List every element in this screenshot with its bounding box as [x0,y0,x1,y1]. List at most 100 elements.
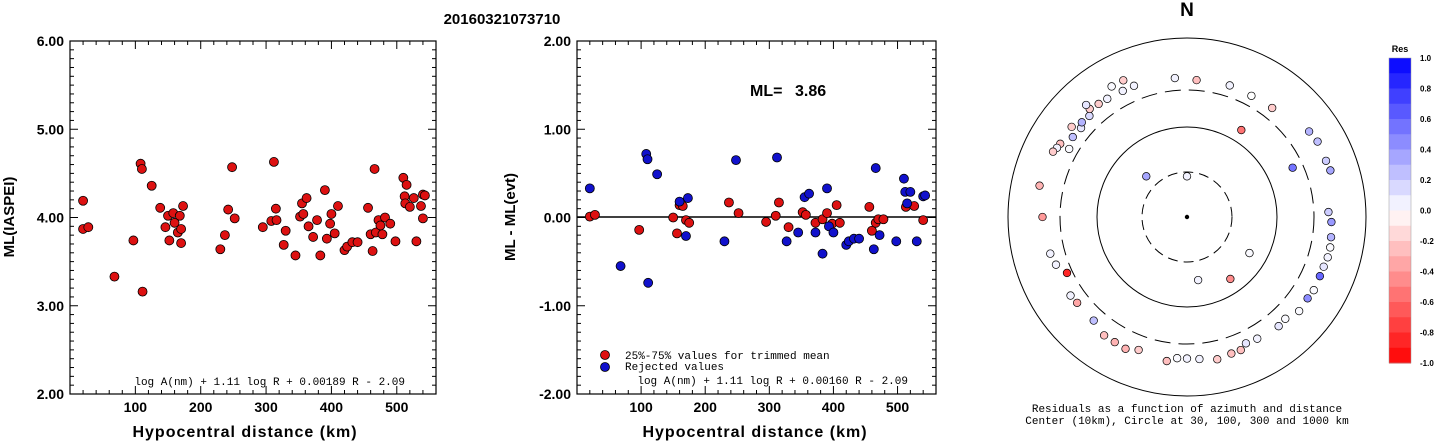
data-point [411,236,422,247]
panel2-formula: log A(nm) + 1.11 log R + 0.00160 R - 2.0… [637,376,908,388]
colorbar-block [1389,302,1411,318]
data-point [390,236,401,247]
legend-label-trimmed: 25%-75% values for trimmed mean [625,351,830,363]
data-point [303,221,314,232]
polar-point [1304,127,1314,136]
panel1-frame [69,40,437,395]
data-point [270,203,281,214]
polar-point [1237,125,1246,135]
colorbar-tick-label: 0.8 [1420,85,1432,94]
polar-point [1309,286,1318,295]
panel-azimuth-residuals: N Residuals as a function of azimuth and… [1007,0,1367,428]
data-point [878,214,889,225]
colorbar-tick-label: -0.6 [1420,298,1434,307]
panel1-points [78,157,430,297]
polar-point [1107,82,1116,91]
polar-point [1067,122,1076,132]
colorbar-tick-label: 0.6 [1420,115,1432,124]
data-point [854,233,864,244]
polar-point [1315,272,1325,281]
ring-300km [1059,89,1315,345]
data-point [828,227,839,238]
polar-point [1094,99,1103,109]
data-point [169,217,180,228]
polar-point [1118,86,1127,96]
polar-point [1319,262,1328,271]
colorbar-tick-label: 0.0 [1420,207,1432,216]
polar-point [1035,181,1044,190]
legend-marker-trimmed [600,350,610,360]
polar-point [1162,356,1171,366]
y-tick-label: 3.00 [37,298,64,314]
polar-point [1038,212,1047,222]
colorbar-block [1389,286,1411,303]
polar-point [1326,233,1336,242]
data-point [920,190,931,201]
colorbar-frame [1388,57,1412,364]
polar-point [1247,91,1256,101]
polar-point [1321,156,1331,165]
polar-point [1066,291,1075,300]
polar-point [1274,322,1283,331]
colorbar-block [1389,225,1411,242]
x-tick-label: 200 [694,399,718,415]
polar-point [1327,217,1336,227]
colorbar-block [1389,241,1411,257]
colorbar-tick-label: 1.0 [1420,54,1432,63]
data-point [78,195,88,206]
data-point [899,173,909,184]
colorbar-tick-label: -1.0 [1420,359,1434,368]
data-point [416,201,426,211]
colorbar-tick-label: -0.4 [1420,268,1434,277]
data-point [793,227,804,238]
polar-point [1281,314,1290,323]
x-tick-label: 100 [629,399,653,415]
data-point [352,237,363,248]
x-tick-label: 300 [254,399,278,415]
data-point [380,212,390,223]
data-point [401,179,412,190]
polar-point [1323,253,1332,262]
data-point [319,185,330,196]
data-point [418,213,428,224]
panel2-points [584,149,931,288]
x-tick-label: 500 [886,399,910,415]
data-point [781,236,792,247]
data-point [800,209,811,220]
polar-point [1089,316,1098,325]
colorbar-block [1389,149,1411,166]
polar-point [1192,75,1201,85]
panel1-y-tick-labels: 2.00 3.00 4.00 5.00 6.00 [37,33,64,402]
y-tick-label: 2.00 [544,33,571,49]
panel2-y-tick-labels: -2.00 -1.00 0.00 1.00 2.00 [539,33,571,402]
polar-point [1085,111,1094,121]
polar-point [1119,76,1128,85]
colorbar-block [1389,119,1411,135]
data-point [731,155,741,166]
data-point [810,227,821,238]
data-point [269,157,279,167]
data-point [874,230,885,241]
data-point [301,193,312,203]
data-point [321,233,332,244]
data-point [834,217,845,228]
figure-title: 20160321073710 [444,11,561,28]
data-point [868,244,879,255]
data-point [642,154,653,165]
x-tick-label: 300 [758,399,782,415]
polar-point [1313,137,1322,146]
panel1-x-tick-labels: 100 200 300 400 500 [124,399,409,415]
data-point [672,228,682,239]
data-point [719,236,730,247]
data-point [160,222,171,233]
polar-point [1182,172,1192,181]
colorbar-block [1389,164,1411,181]
polar-point [1245,248,1254,258]
colorbar-block [1389,58,1411,74]
polar-point [1062,268,1072,278]
ring-1000km [1007,37,1367,397]
data-point [271,215,282,226]
polar-points [1035,73,1336,366]
data-point [229,213,240,224]
